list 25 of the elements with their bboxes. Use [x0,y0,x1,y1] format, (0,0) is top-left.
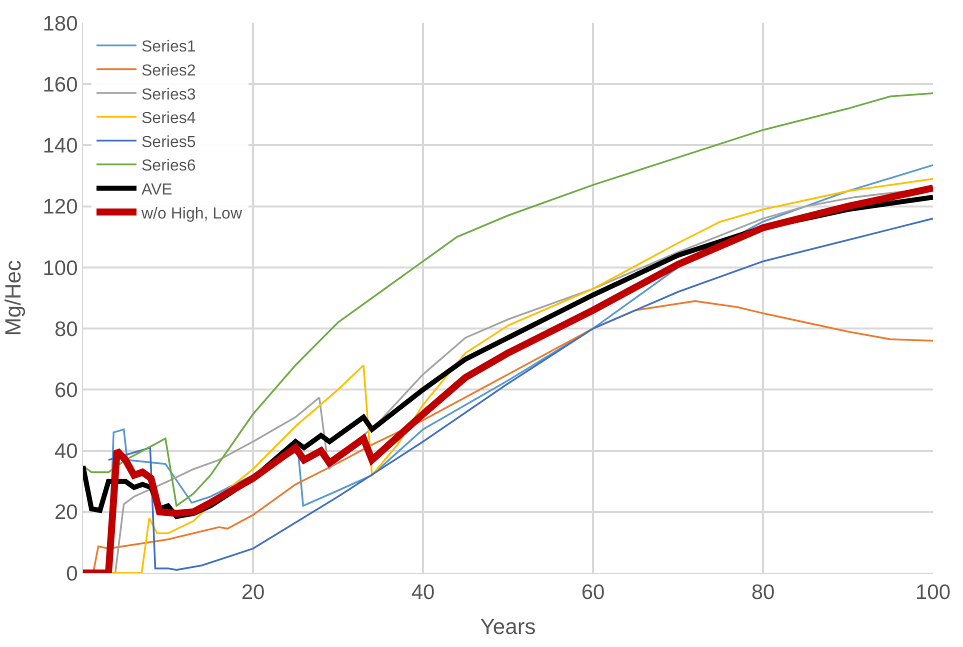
legend-label: Series6 [142,158,196,175]
y-tick-label: 20 [54,501,78,524]
x-tick-label: 100 [915,581,951,604]
x-tick-label: 60 [581,581,605,604]
legend-label: Series2 [142,62,196,80]
y-axis-title: Mg/Hec [0,260,26,336]
y-tick-label: 140 [42,134,78,158]
y-tick-label: 180 [42,12,78,36]
x-axis-title: Years [480,614,536,640]
legend-label: Series1 [142,38,196,56]
x-tick-label: 40 [411,581,435,604]
x-tick-label: 20 [241,581,265,604]
y-tick-label: 40 [54,440,78,464]
x-tick-label: 80 [751,581,775,604]
legend-label: w/o High, Low [140,205,242,222]
y-tick-label: 120 [42,196,78,219]
legend-label: AVE [142,181,172,198]
y-tick-label: 80 [54,318,78,341]
legend-label: Series4 [142,110,196,128]
y-tick-label: 0 [66,562,78,586]
y-tick-label: 160 [42,73,78,96]
y-tick-label: 100 [42,256,78,280]
legend-label: Series3 [142,86,196,104]
y-tick-label: 60 [54,379,78,402]
legend-label: Series5 [142,134,196,151]
